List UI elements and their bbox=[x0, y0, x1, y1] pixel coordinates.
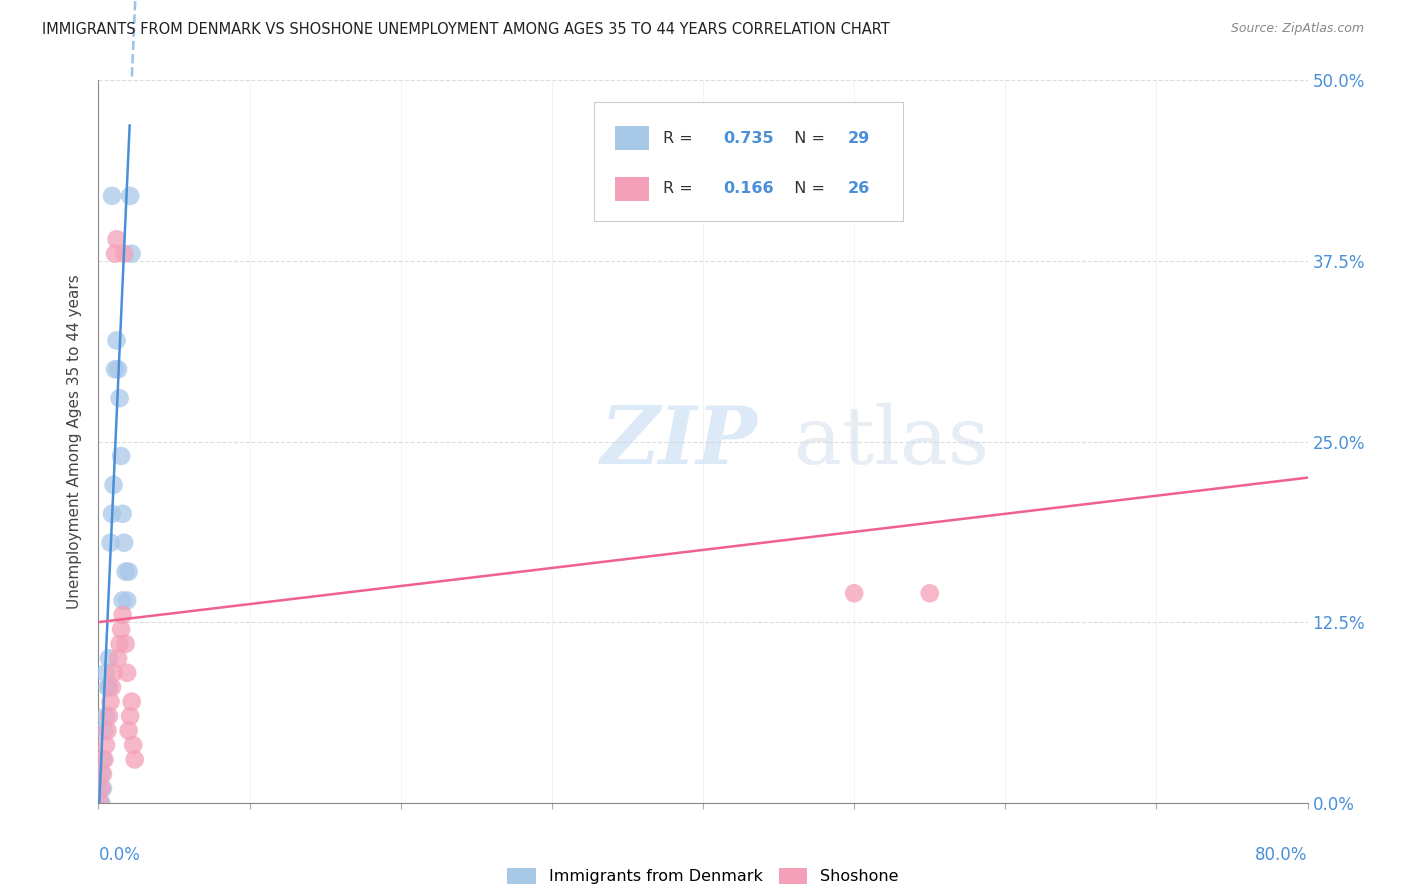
FancyBboxPatch shape bbox=[595, 102, 903, 221]
Point bbox=[110, 449, 132, 463]
Point bbox=[105, 232, 128, 246]
Point bbox=[122, 738, 145, 752]
Point bbox=[89, 796, 111, 810]
Point bbox=[108, 391, 131, 405]
Point bbox=[101, 189, 124, 203]
Point bbox=[89, 781, 111, 796]
Point bbox=[94, 665, 117, 680]
Point bbox=[115, 593, 138, 607]
Point bbox=[98, 680, 121, 694]
Point bbox=[91, 781, 114, 796]
Point bbox=[114, 565, 136, 579]
Point bbox=[103, 665, 125, 680]
Point bbox=[94, 738, 117, 752]
Point bbox=[96, 723, 118, 738]
Point bbox=[121, 246, 143, 260]
Point bbox=[118, 565, 141, 579]
Text: N =: N = bbox=[785, 181, 830, 196]
Point bbox=[91, 767, 114, 781]
Text: 0.0%: 0.0% bbox=[98, 847, 141, 864]
Point bbox=[118, 723, 141, 738]
Legend: Immigrants from Denmark, Shoshone: Immigrants from Denmark, Shoshone bbox=[501, 862, 905, 891]
Point bbox=[104, 246, 127, 260]
Point bbox=[120, 709, 142, 723]
Point bbox=[98, 709, 121, 723]
Text: 26: 26 bbox=[848, 181, 870, 196]
Point bbox=[112, 535, 135, 549]
Text: 29: 29 bbox=[848, 130, 870, 145]
Text: 0.166: 0.166 bbox=[724, 181, 775, 196]
Point bbox=[111, 507, 134, 521]
Point bbox=[100, 695, 122, 709]
Point bbox=[105, 334, 128, 348]
Point bbox=[107, 651, 129, 665]
Point bbox=[121, 695, 143, 709]
Point bbox=[104, 362, 127, 376]
Point bbox=[101, 507, 124, 521]
Point bbox=[918, 586, 941, 600]
Y-axis label: Unemployment Among Ages 35 to 44 years: Unemployment Among Ages 35 to 44 years bbox=[67, 274, 83, 609]
Point bbox=[91, 752, 114, 766]
Point bbox=[107, 362, 129, 376]
Text: ZIP: ZIP bbox=[600, 403, 756, 480]
Point bbox=[96, 680, 118, 694]
Point bbox=[115, 665, 138, 680]
Point bbox=[111, 593, 134, 607]
Point bbox=[114, 637, 136, 651]
Point bbox=[101, 680, 124, 694]
Point bbox=[100, 535, 122, 549]
Point bbox=[844, 586, 866, 600]
Text: Source: ZipAtlas.com: Source: ZipAtlas.com bbox=[1230, 22, 1364, 36]
Text: atlas: atlas bbox=[793, 402, 988, 481]
Point bbox=[108, 637, 131, 651]
Point bbox=[89, 796, 111, 810]
Point bbox=[112, 246, 135, 260]
Text: 0.735: 0.735 bbox=[724, 130, 775, 145]
Text: R =: R = bbox=[664, 130, 697, 145]
Point bbox=[93, 752, 115, 766]
Point bbox=[93, 723, 115, 738]
FancyBboxPatch shape bbox=[614, 177, 648, 201]
Text: 80.0%: 80.0% bbox=[1256, 847, 1308, 864]
Point bbox=[120, 189, 142, 203]
Point bbox=[90, 796, 112, 810]
Text: N =: N = bbox=[785, 130, 830, 145]
Text: R =: R = bbox=[664, 181, 697, 196]
Point bbox=[90, 781, 112, 796]
Point bbox=[90, 767, 112, 781]
Point bbox=[98, 651, 121, 665]
FancyBboxPatch shape bbox=[614, 126, 648, 150]
Point bbox=[110, 623, 132, 637]
Point bbox=[124, 752, 146, 766]
Text: IMMIGRANTS FROM DENMARK VS SHOSHONE UNEMPLOYMENT AMONG AGES 35 TO 44 YEARS CORRE: IMMIGRANTS FROM DENMARK VS SHOSHONE UNEM… bbox=[42, 22, 890, 37]
Point bbox=[111, 607, 134, 622]
Point bbox=[103, 478, 125, 492]
Point bbox=[94, 709, 117, 723]
